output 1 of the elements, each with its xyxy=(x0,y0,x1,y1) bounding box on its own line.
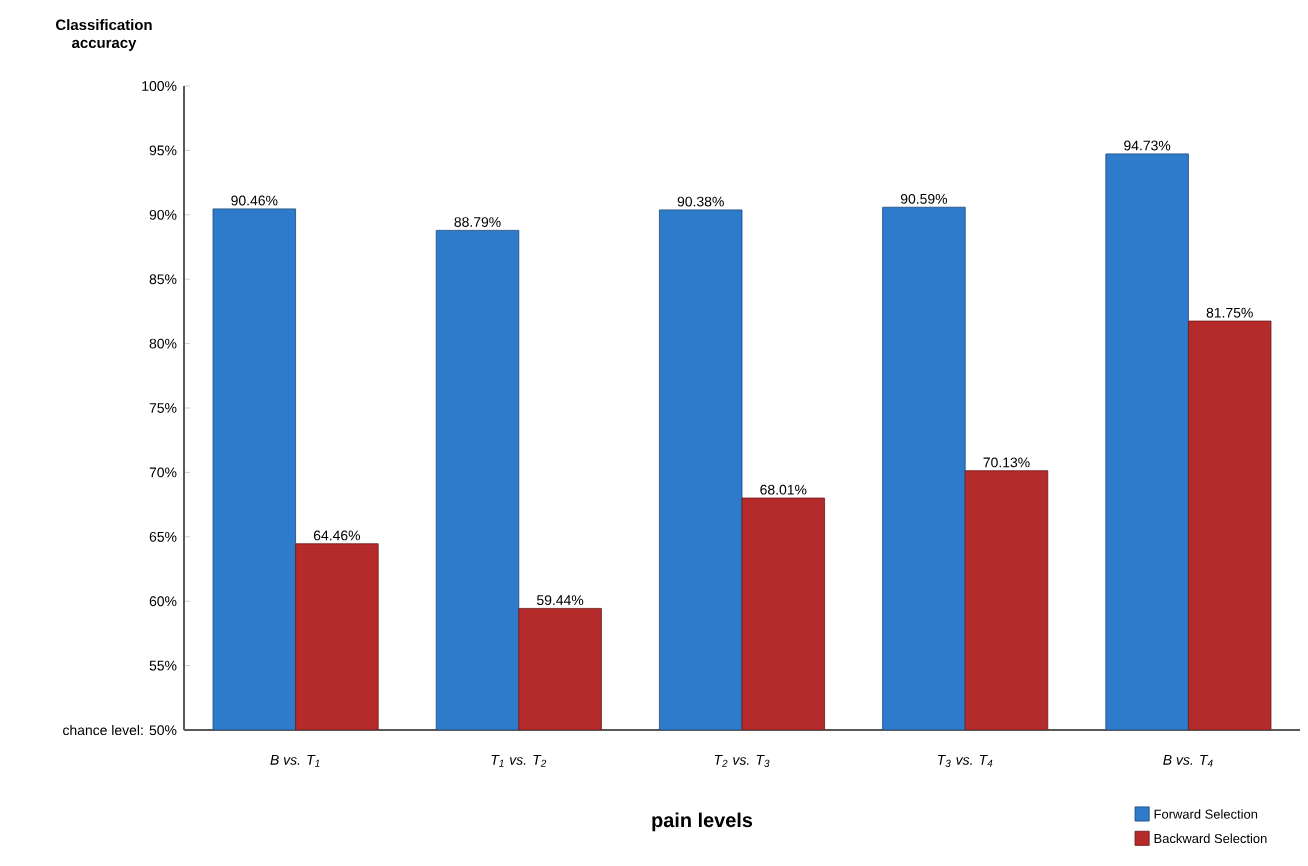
x-axis-title: pain levels xyxy=(652,812,753,832)
